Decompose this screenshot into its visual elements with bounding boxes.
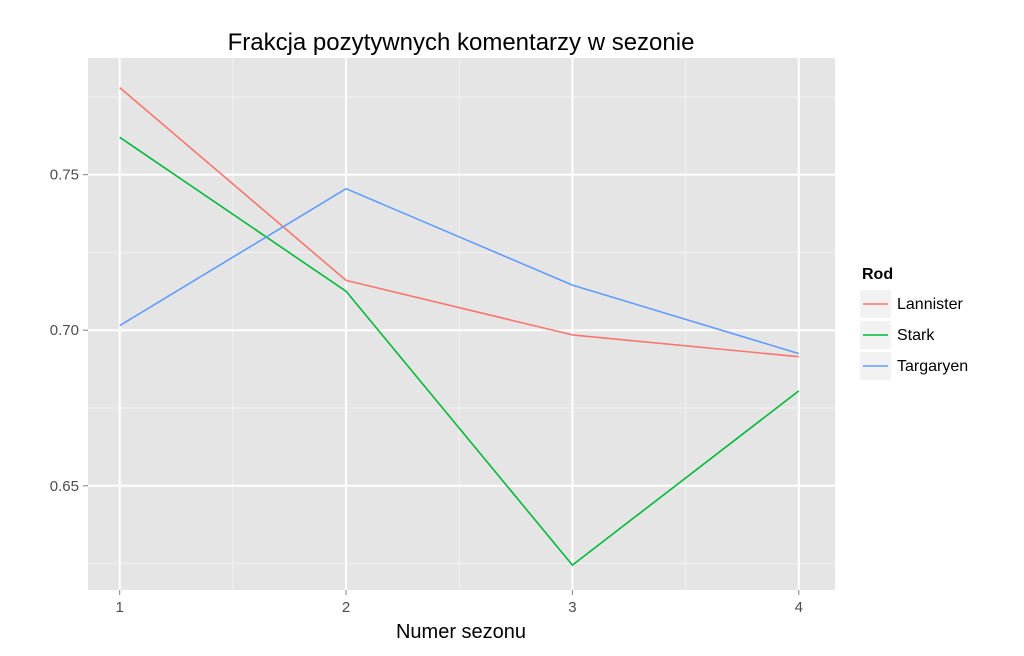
legend: Rod Lannister Stark Targaryen: [860, 266, 968, 380]
series-line-targaryen: [119, 187, 800, 355]
legend-items: Lannister Stark Targaryen: [860, 290, 968, 380]
series-lines: [119, 86, 800, 566]
x-axis-title: Numer sezonu: [396, 621, 526, 643]
x-tick-label: 2: [342, 599, 350, 616]
minor-gridlines: [88, 58, 835, 590]
legend-label-targaryen: Targaryen: [897, 358, 968, 375]
chart-title: Frakcja pozytywnych komentarzy w sezonie: [228, 29, 695, 56]
x-axis: 1 2 3 4: [116, 590, 803, 616]
x-tick-label: 1: [116, 599, 124, 616]
plot-panel: [88, 58, 835, 590]
y-tick-label: 0.75: [50, 167, 79, 184]
legend-title: Rod: [862, 266, 893, 283]
y-axis: 0.65 0.70 0.75: [50, 167, 88, 495]
series-line-stark: [119, 136, 800, 566]
legend-label-lannister: Lannister: [897, 296, 963, 313]
major-gridlines: [88, 58, 835, 590]
y-tick-label: 0.70: [50, 322, 79, 339]
x-tick-label: 3: [568, 599, 576, 616]
legend-label-stark: Stark: [897, 327, 935, 344]
y-tick-label: 0.65: [50, 478, 79, 495]
series-line-lannister: [119, 86, 799, 358]
x-tick-label: 4: [795, 599, 803, 616]
